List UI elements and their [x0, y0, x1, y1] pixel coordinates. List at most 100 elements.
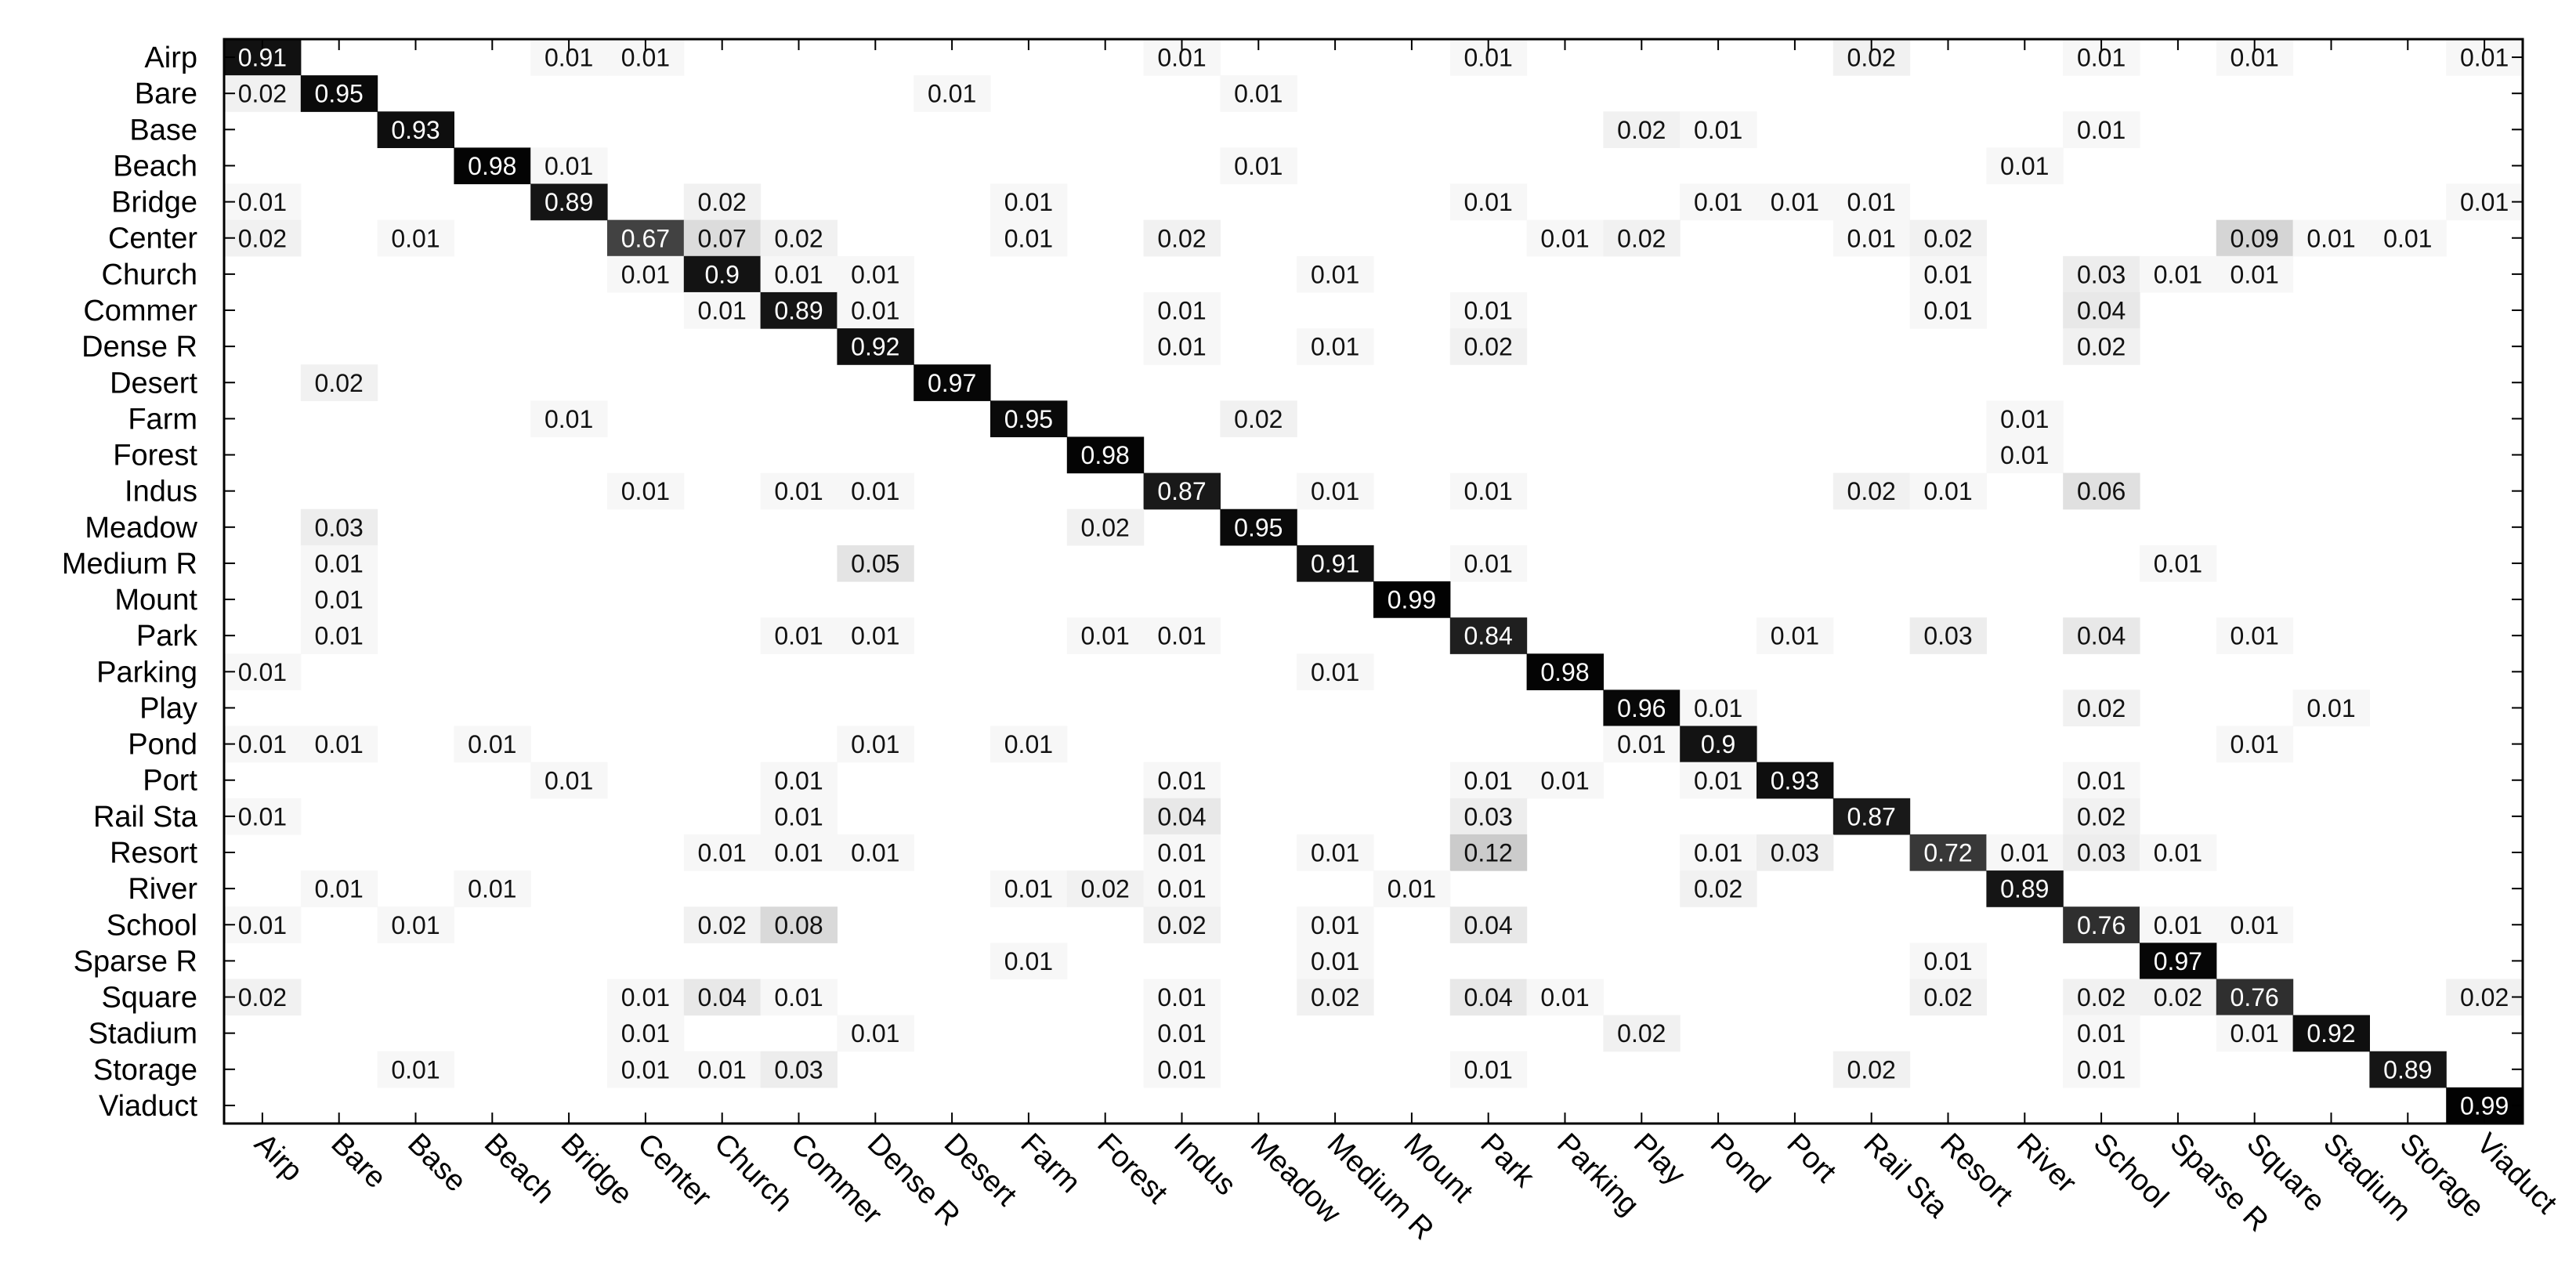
heatmap-cell-center-parking — [1526, 219, 1604, 257]
cell-value-label: 0.01 — [2230, 260, 2279, 288]
cell-value-label: 0.03 — [774, 1055, 823, 1084]
x-tick-label-bare: Bare — [324, 1127, 392, 1195]
heatmap-cell-square-park — [1449, 979, 1528, 1016]
cell-value-label: 0.01 — [2000, 441, 2049, 469]
cell-value-label: 0.01 — [1847, 188, 1896, 216]
heatmap-cell-port-commer — [760, 762, 838, 799]
heatmap-cell-river-beach — [454, 870, 531, 907]
cell-value-label: 0.01 — [1617, 730, 1666, 758]
cell-value-label: 0.95 — [1234, 513, 1283, 541]
heatmap-cell-stadium-center — [607, 1015, 685, 1052]
cell-value-label: 0.02 — [698, 911, 747, 939]
cell-value-label: 0.01 — [1157, 839, 1206, 867]
cell-value-label: 0.76 — [2230, 983, 2279, 1011]
cell-value-label: 0.01 — [468, 730, 516, 758]
y-tick-label-school: School — [107, 909, 197, 942]
y-tick-label-viaduct: Viaduct — [99, 1090, 198, 1123]
heatmap-cell-center-resort — [1909, 219, 1987, 257]
heatmap-cell-port-bridge — [530, 762, 608, 799]
cell-value-label: 0.02 — [238, 983, 287, 1011]
cell-value-label: 0.02 — [1923, 983, 1972, 1011]
y-tick-label-port: Port — [143, 765, 197, 798]
heatmap-cell-pond-square — [2216, 726, 2294, 763]
heatmap-cell-square-commer — [760, 979, 838, 1016]
cell-value-label: 0.01 — [315, 549, 364, 577]
cell-value-label: 0.06 — [2077, 477, 2126, 505]
cell-value-label: 0.01 — [1694, 116, 1742, 144]
cell-value-label: 0.01 — [2230, 1019, 2279, 1048]
cell-value-label: 0.96 — [1617, 694, 1666, 722]
cell-value-label: 0.01 — [1847, 224, 1896, 252]
cell-value-label: 0.01 — [1540, 983, 1589, 1011]
cell-value-label: 0.76 — [2077, 911, 2126, 939]
cell-value-label: 0.01 — [1004, 730, 1053, 758]
cell-value-label: 0.01 — [1311, 658, 1359, 686]
heatmap-cell-square-indus — [1143, 979, 1221, 1016]
heatmap-cell-port-parking — [1526, 762, 1604, 799]
heatmap-cell-beach-beach — [454, 147, 531, 185]
cell-value-label: 0.01 — [2077, 44, 2126, 72]
cell-value-label: 0.01 — [2077, 116, 2126, 144]
x-tick-label-forest: Forest — [1091, 1127, 1174, 1210]
cell-value-label: 0.01 — [774, 622, 823, 650]
cell-value-label: 0.01 — [774, 802, 823, 830]
cell-value-label: 0.04 — [1464, 983, 1513, 1011]
x-tick-label-pond: Pond — [1704, 1127, 1776, 1200]
heatmap-cell-resort-indus — [1143, 834, 1221, 871]
cell-value-label: 0.01 — [698, 1055, 747, 1084]
cell-value-label: 0.02 — [2154, 983, 2202, 1011]
cell-value-label: 0.02 — [1694, 875, 1742, 903]
cell-value-label: 0.01 — [1311, 477, 1359, 505]
y-tick-label-square: Square — [101, 982, 197, 1015]
y-tick-label-medium-r: Medium R — [62, 548, 197, 581]
cell-value-label: 0.02 — [238, 224, 287, 252]
y-tick-label-river: River — [128, 873, 197, 906]
cell-value-label: 0.01 — [1540, 224, 1589, 252]
cell-value-label: 0.01 — [851, 622, 899, 650]
cell-value-label: 0.01 — [2154, 260, 2202, 288]
heatmap-cell-storage-rail-sta — [1833, 1051, 1911, 1088]
cell-value-label: 0.01 — [2460, 188, 2509, 216]
cell-value-label: 0.01 — [1923, 260, 1972, 288]
cell-value-label: 0.98 — [1081, 441, 1130, 469]
cell-value-label: 0.01 — [1540, 766, 1589, 794]
heatmap-cell-rail-sta-commer — [760, 798, 838, 835]
heatmap-cell-church-commer — [760, 255, 838, 293]
cell-value-label: 0.01 — [315, 622, 364, 650]
heatmap-cell-commer-school — [2063, 291, 2140, 329]
heatmap-cell-resort-pond — [1680, 834, 1757, 871]
heatmap-cell-farm-meadow — [1220, 400, 1297, 438]
cell-value-label: 0.02 — [315, 369, 364, 397]
cell-value-label: 0.01 — [621, 1019, 670, 1048]
heatmap-cell-play-stadium — [2292, 689, 2370, 727]
heatmap-cell-medium-r-sparse-r — [2140, 545, 2217, 582]
cell-value-label: 0.01 — [2000, 405, 2049, 433]
cell-value-label: 0.01 — [698, 297, 747, 325]
cell-value-label: 0.01 — [1771, 188, 1819, 216]
heatmap-cell-storage-school — [2063, 1051, 2140, 1088]
heatmap-cell-stadium-stadium — [2292, 1015, 2370, 1052]
x-tick-label-school: School — [2087, 1127, 2175, 1215]
cell-value-label: 0.01 — [698, 839, 747, 867]
y-tick-label-church: Church — [102, 259, 198, 291]
cell-value-label: 0.01 — [2383, 224, 2432, 252]
heatmap-cell-school-sparse-r — [2140, 906, 2217, 943]
heatmap-cell-indus-commer — [760, 472, 838, 510]
heatmap-cell-pond-farm — [990, 726, 1068, 763]
heatmap-cell-church-dense-r — [837, 255, 914, 293]
heatmap-cell-resort-resort — [1909, 834, 1987, 871]
heatmap-cell-farm-river — [1986, 400, 2064, 438]
heatmap-cell-center-rail-sta — [1833, 219, 1911, 257]
heatmap-cells — [224, 39, 2524, 1124]
cell-value-label: 0.01 — [774, 766, 823, 794]
heatmap-cell-base-base — [377, 111, 454, 148]
heatmap-cell-bridge-bridge — [530, 183, 608, 221]
heatmap-cell-forest-river — [1986, 436, 2064, 474]
y-tick-label-park: Park — [136, 620, 198, 653]
cell-value-label: 0.67 — [621, 224, 670, 252]
y-tick-label-resort: Resort — [110, 837, 197, 870]
x-tick-label-park: Park — [1474, 1127, 1541, 1195]
cell-value-label: 0.01 — [774, 839, 823, 867]
cell-value-label: 0.04 — [1157, 802, 1206, 830]
cell-value-label: 0.01 — [238, 658, 287, 686]
